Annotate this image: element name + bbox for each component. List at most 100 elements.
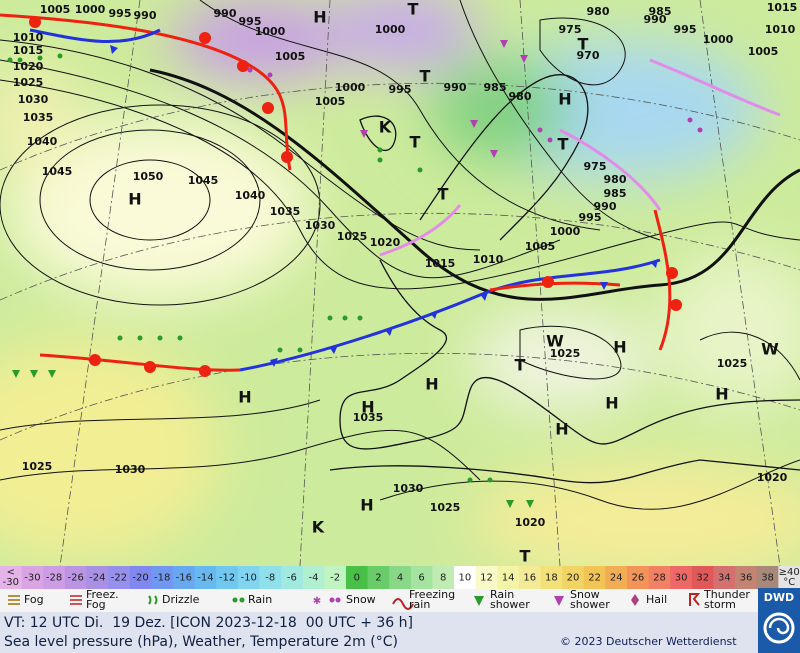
pressure-center: T (515, 356, 526, 375)
footer-bar (0, 612, 800, 653)
isobar-label: 1025 (717, 357, 748, 370)
scale-cell (562, 566, 585, 589)
scale-cell (64, 566, 87, 589)
legend-label: storm (704, 598, 736, 611)
pressure-center: H (238, 388, 251, 407)
scale-cell (389, 566, 412, 589)
scale-cell (302, 566, 325, 589)
isobar-label: 970 (577, 49, 600, 62)
scale-cell (627, 566, 650, 589)
scale-cell (172, 566, 196, 589)
isobar-label: 1020 (757, 471, 788, 484)
scale-cell (713, 566, 736, 589)
legend-label: Thunder (703, 588, 750, 601)
isobar-label: 1015 (767, 1, 798, 14)
legend-label: Drizzle (162, 593, 200, 606)
isobar-label: 995 (239, 15, 262, 28)
scale-cell (108, 566, 131, 589)
isobar-label: 975 (559, 23, 582, 36)
isobar-label: 1045 (188, 174, 219, 187)
legend-icon (335, 597, 341, 603)
legend-icon: ✱ (313, 596, 321, 607)
scale-cell (583, 566, 606, 589)
scale-cell (259, 566, 282, 589)
scale-cell (151, 566, 174, 589)
scale-cell (21, 566, 44, 589)
isobar-label: 985 (649, 5, 672, 18)
legend-item: Rain (232, 593, 272, 606)
scale-cell (43, 566, 66, 589)
isobar-label: 1030 (393, 482, 424, 495)
scale-label: -6 (287, 573, 297, 584)
scale-cell (410, 566, 433, 589)
scale-cell (605, 566, 628, 589)
scale-label: -30 (24, 573, 40, 584)
pressure-center: H (425, 375, 438, 394)
scale-label: -24 (89, 573, 105, 584)
isobar-label: 980 (604, 173, 627, 186)
pressure-center: T (410, 133, 421, 152)
pressure-center: H (313, 8, 326, 27)
pressure-center: T (408, 0, 419, 19)
scale-label: 6 (418, 573, 424, 584)
legend-label: Fog (24, 593, 44, 606)
isobar-label: 1040 (27, 135, 58, 148)
legend: Fog Freez.Fog Drizzle Rain ✱ Snow Freezingrain… (8, 588, 750, 611)
isobar-label: 995 (389, 83, 412, 96)
scale-label: -2 (330, 573, 340, 584)
description: Sea level pressure (hPa), Weather, Tempe… (4, 634, 398, 650)
scale-label: °C (783, 577, 795, 588)
scale-cell (281, 566, 304, 589)
scale-cell (432, 566, 455, 589)
scale-label: 24 (610, 573, 623, 584)
scale-label: 0 (354, 573, 360, 584)
scale-label: 28 (653, 573, 666, 584)
legend-label: Fog (86, 598, 106, 611)
isobar-label: 1035 (270, 205, 301, 218)
isobar-label: 1025 (337, 230, 368, 243)
scale-label: 22 (588, 573, 601, 584)
scale-cell (129, 566, 152, 589)
isobar-label: 1015 (13, 44, 44, 57)
isobar-label: 1005 (748, 45, 779, 58)
isobar-label: 1005 (315, 95, 346, 108)
legend-icon (474, 596, 484, 606)
scale-label: 38 (761, 573, 774, 584)
legend-icon (70, 595, 82, 605)
scale-label: 2 (375, 573, 381, 584)
pressure-center: H (715, 385, 728, 404)
scale-cell (86, 566, 109, 589)
isobar-label: 1025 (22, 460, 53, 473)
pressure-center: H (613, 338, 626, 357)
legend-label: shower (490, 598, 530, 611)
valid-time: VT: 12 UTC Di. 19 Dez. [ICON 2023-12-18 … (4, 615, 413, 631)
scale-cell (735, 566, 758, 589)
isobar-label: 1015 (425, 257, 456, 270)
scale-label: -18 (154, 573, 170, 584)
legend-item: Hail (631, 593, 667, 606)
isobar-label: 995 (674, 23, 697, 36)
isobar-label: 995 (109, 7, 132, 20)
snow-symbols (247, 40, 703, 158)
scale-label: -12 (219, 573, 235, 584)
legend-label: Snow (570, 588, 600, 601)
legend-icon (554, 596, 564, 606)
warm-front-symbols (29, 16, 682, 377)
pressure-center: W (546, 332, 564, 351)
isobar-label: 985 (604, 187, 627, 200)
isobar-label: 990 (134, 9, 157, 22)
scale-label: 20 (567, 573, 580, 584)
scale-label: < (7, 567, 15, 578)
pressure-center: T (578, 35, 589, 54)
pressure-center: W (761, 340, 779, 359)
isobar-label: 1025 (13, 76, 44, 89)
isobar-label: 1030 (115, 463, 146, 476)
isobar-label: 1005 (275, 50, 306, 63)
pressure-center: H (555, 420, 568, 439)
